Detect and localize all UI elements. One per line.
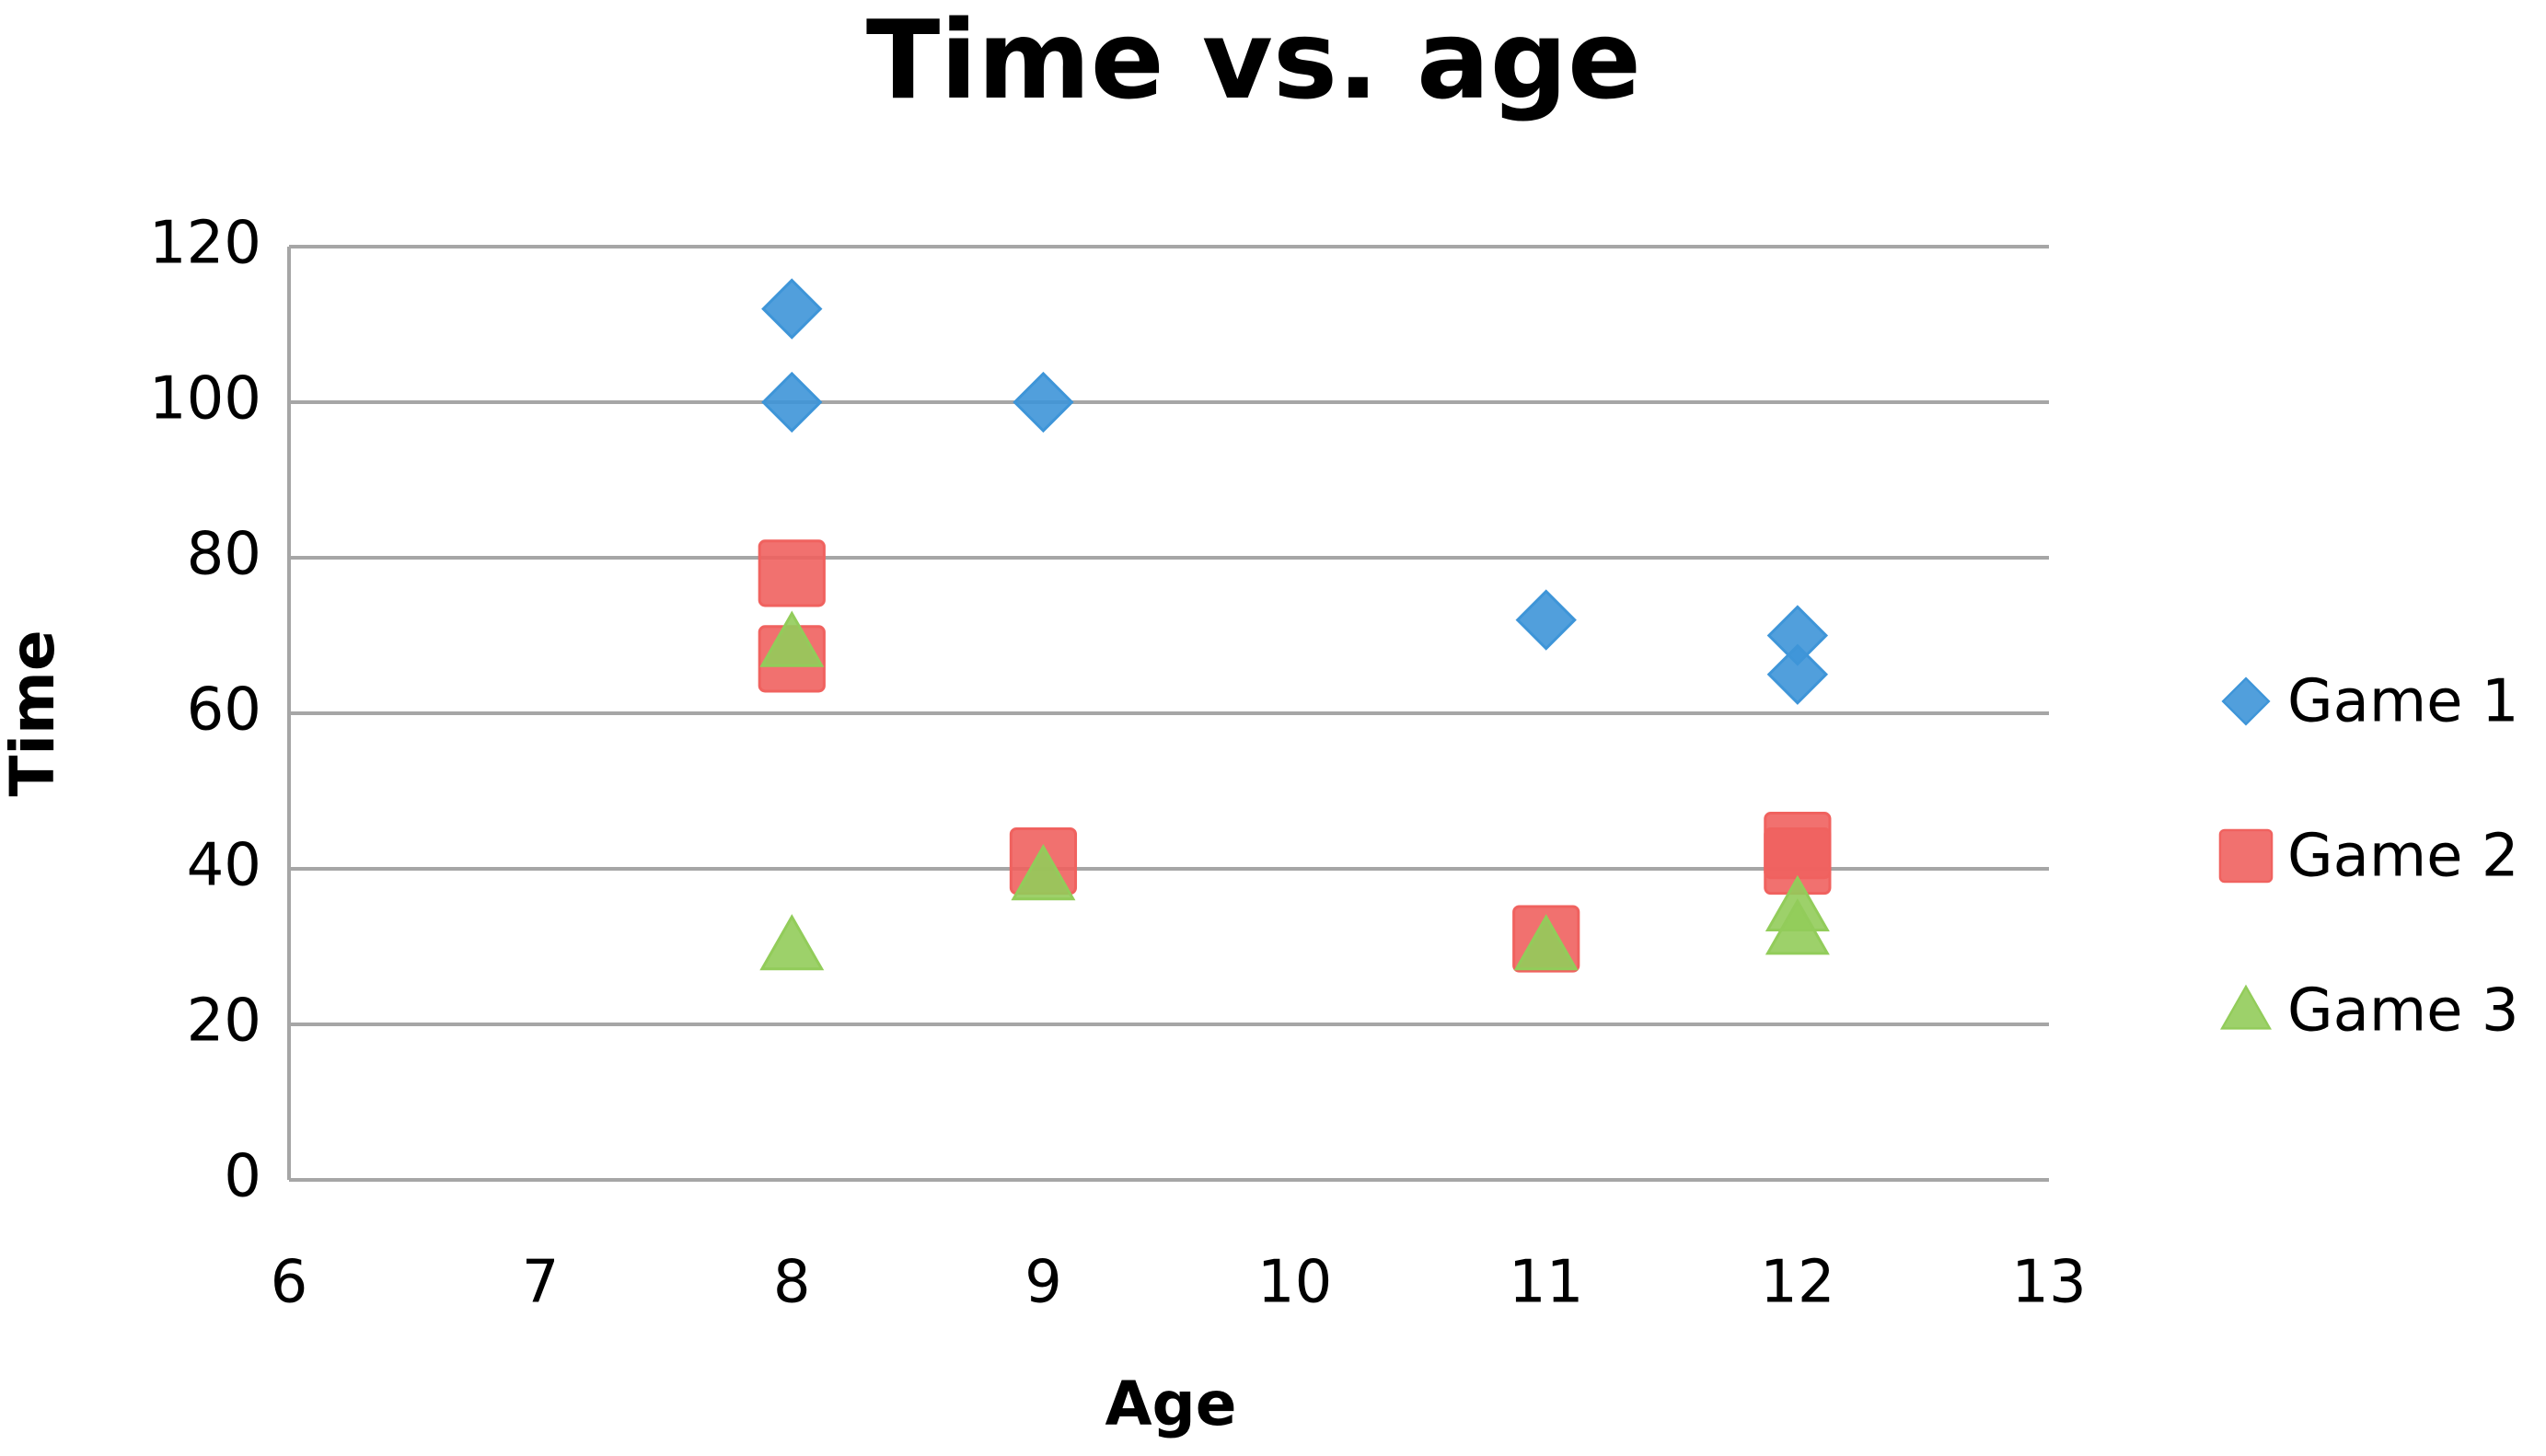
x-tick-label: 11: [1509, 1249, 1583, 1317]
y-tick-label: 60: [187, 676, 261, 745]
legend-marker: [2221, 676, 2271, 726]
y-tick-label: 120: [149, 210, 261, 278]
point: [1011, 844, 1076, 901]
chart-title: Time vs. age: [866, 0, 1641, 123]
legend-marker: [2218, 828, 2274, 884]
legend-label: Game 3: [2287, 977, 2519, 1046]
x-tick-label: 6: [271, 1249, 308, 1317]
y-axis-label: Time: [0, 630, 68, 796]
y-tick-label: 0: [224, 1143, 261, 1211]
point: [759, 914, 825, 971]
y-tick-label: 40: [187, 832, 261, 900]
x-axis-label: Age: [1105, 1369, 1236, 1439]
point: [761, 278, 823, 340]
point: [1013, 371, 1074, 433]
point: [758, 539, 826, 607]
x-tick-label: 7: [522, 1249, 560, 1317]
y-tick-label: 20: [187, 988, 261, 1056]
x-tick-label: 12: [1760, 1249, 1834, 1317]
legend-label: Game 1: [2287, 668, 2519, 736]
point: [1513, 914, 1579, 971]
x-tick-label: 8: [773, 1249, 811, 1317]
legend-marker: [2220, 984, 2272, 1030]
point: [761, 371, 823, 433]
point: [1515, 589, 1577, 651]
y-tick-label: 100: [149, 365, 261, 433]
legend-label: Game 2: [2287, 823, 2519, 891]
point: [1766, 643, 1829, 705]
x-tick-label: 9: [1024, 1249, 1062, 1317]
y-tick-label: 80: [187, 521, 261, 589]
x-tick-label: 13: [2011, 1249, 2086, 1317]
x-tick-label: 10: [1257, 1249, 1332, 1317]
point: [759, 610, 825, 667]
point: [1765, 898, 1830, 955]
